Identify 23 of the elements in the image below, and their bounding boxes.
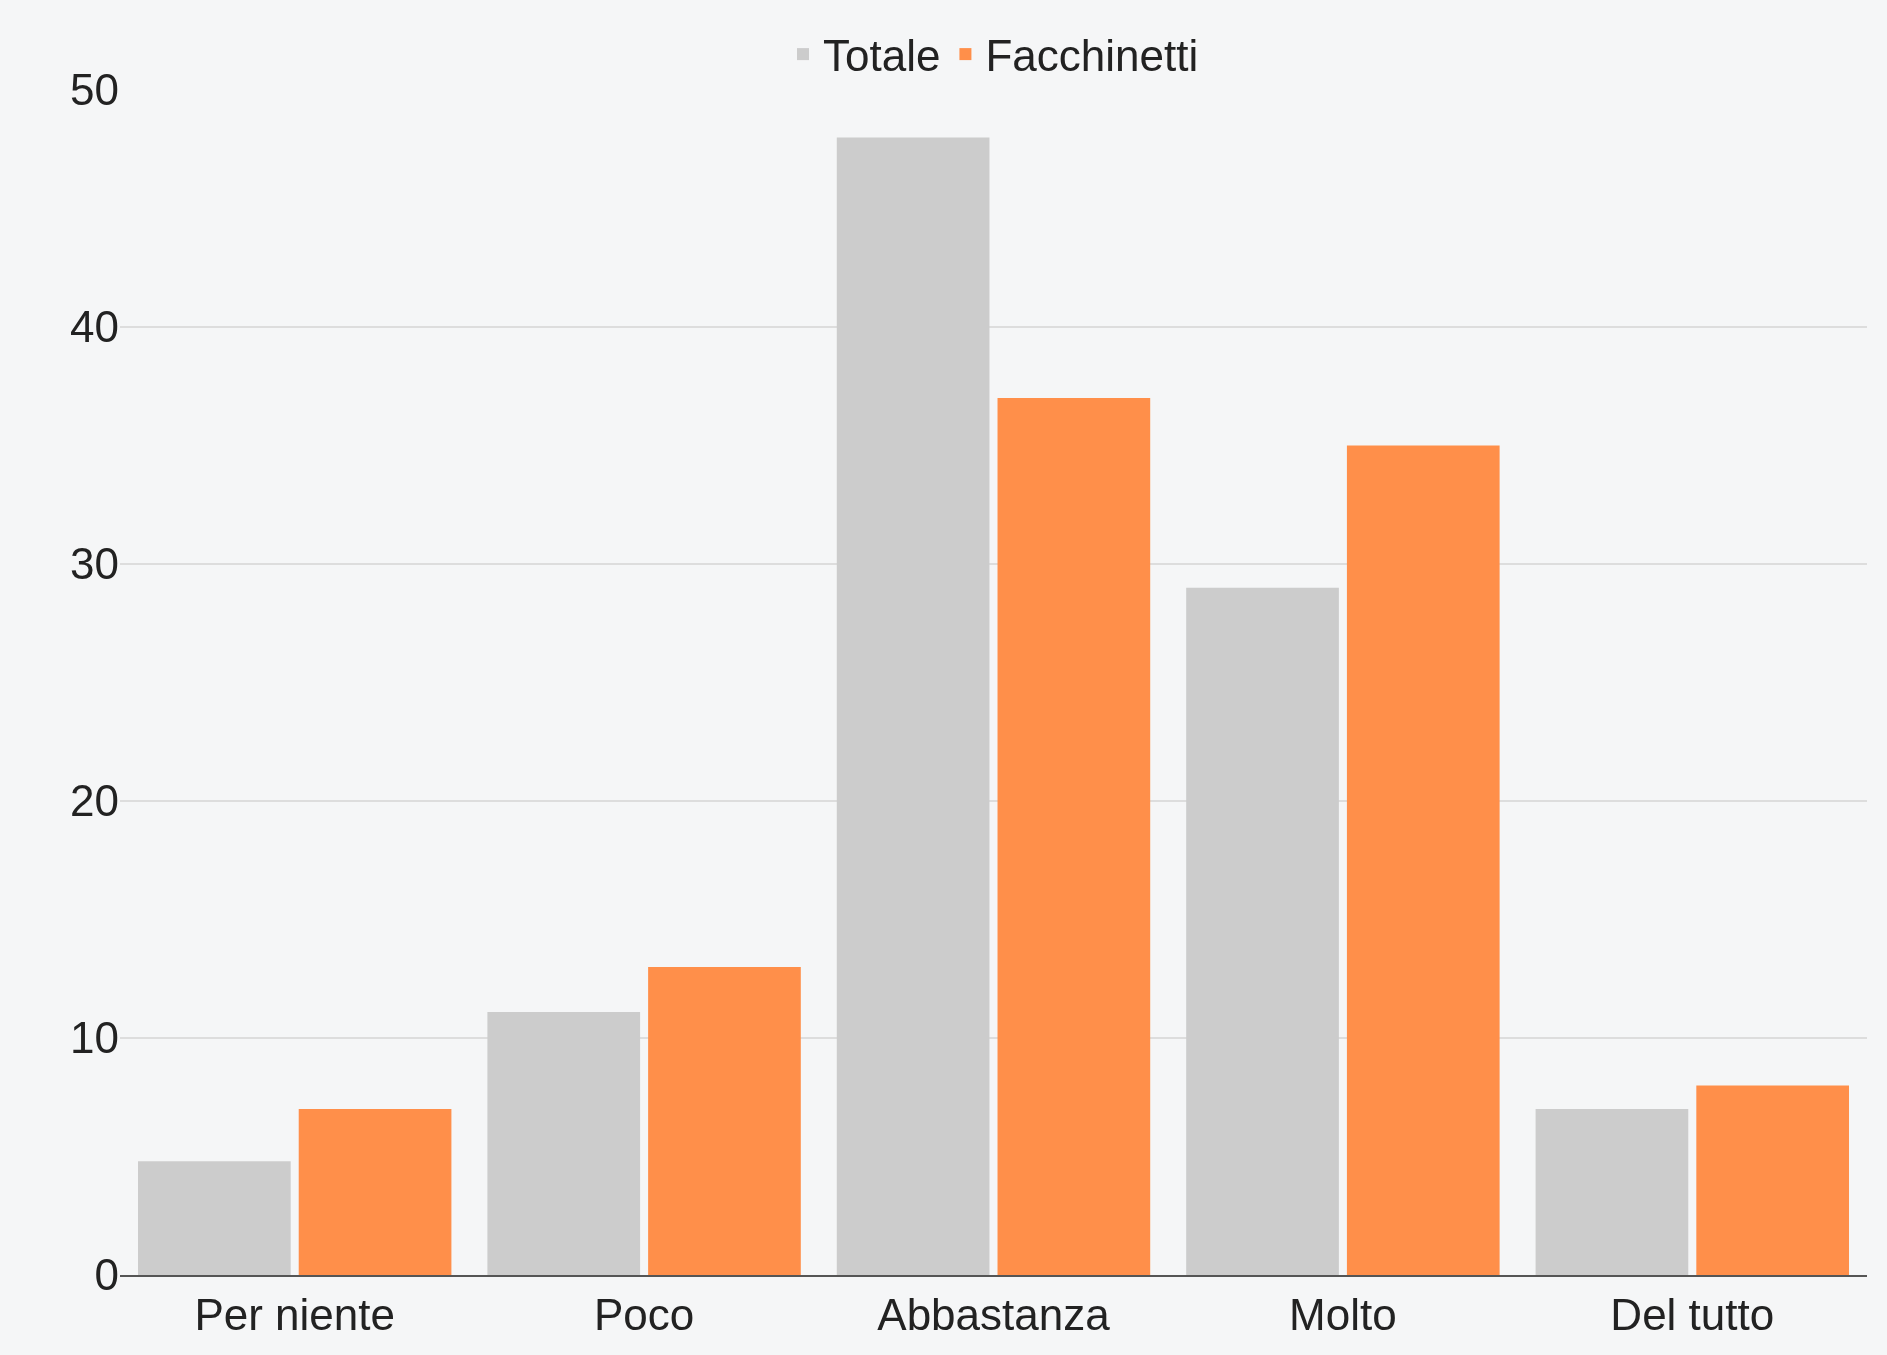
bar <box>137 1161 291 1275</box>
x-tick-label: Del tutto <box>1610 1289 1775 1339</box>
x-tick-label: Poco <box>593 1289 695 1339</box>
bar <box>1535 1109 1689 1275</box>
bar <box>1186 587 1339 1275</box>
bar <box>648 966 801 1275</box>
bar <box>836 137 990 1275</box>
x-tick-label: Molto <box>1289 1289 1397 1339</box>
x-tick-label: Abbastanza <box>877 1289 1111 1339</box>
y-tick-label: 0 <box>94 1250 119 1300</box>
bar <box>997 398 1151 1275</box>
bar <box>298 1109 452 1275</box>
legend-label: Facchinetti <box>985 31 1199 81</box>
legend-label: Totale <box>823 31 941 81</box>
bar <box>1696 1085 1850 1275</box>
y-tick-label: 10 <box>70 1013 119 1063</box>
bar <box>1346 445 1500 1275</box>
y-tick-label: 40 <box>70 302 119 352</box>
y-tick-label: 20 <box>70 776 119 826</box>
y-tick-label: 50 <box>70 65 119 115</box>
bar <box>487 1011 641 1275</box>
x-tick-label: Per niente <box>194 1289 395 1339</box>
y-tick-label: 30 <box>70 539 119 589</box>
